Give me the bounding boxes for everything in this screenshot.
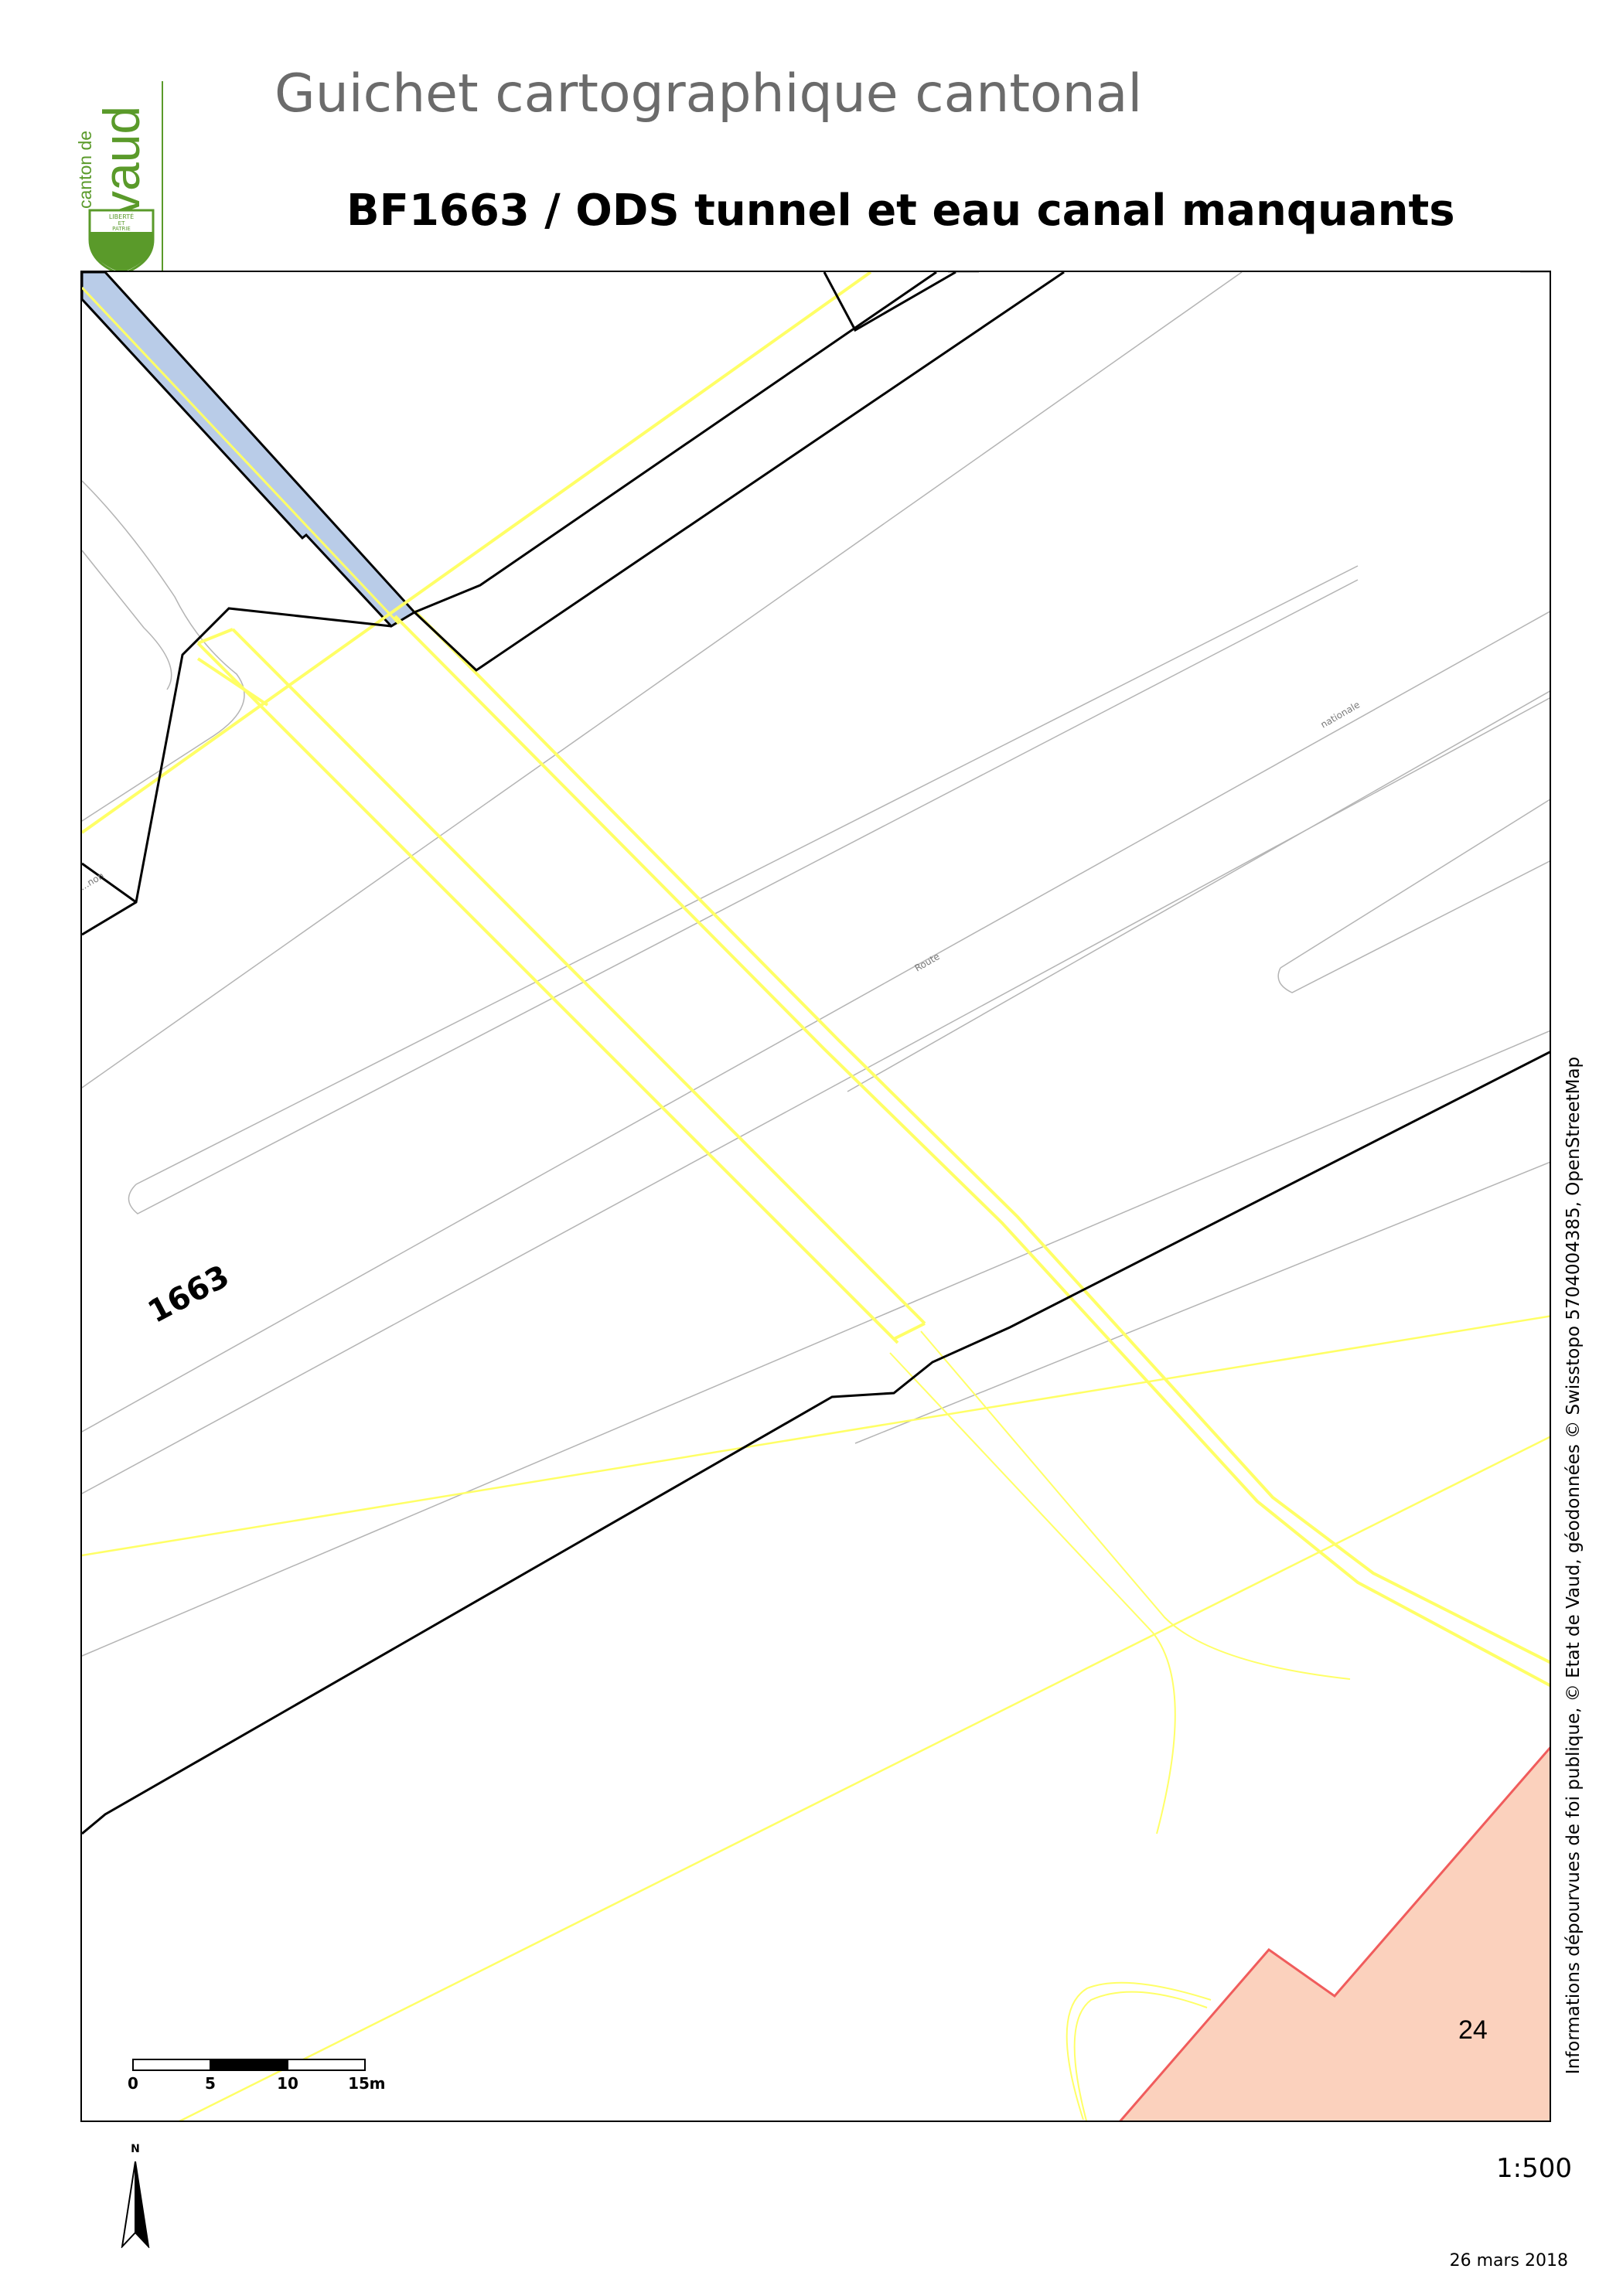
road-lines xyxy=(82,272,1550,1657)
logo-text-vaud: vaud xyxy=(93,106,150,216)
parcel-number-label: 1663 xyxy=(142,1259,235,1330)
map-canvas[interactable]: 1663 24 Route nationale ...non 0 5 10 15… xyxy=(82,272,1551,2122)
scale-tick-5: 5 xyxy=(205,2074,216,2093)
scale-tick-10: 10 xyxy=(277,2074,298,2093)
water-canal xyxy=(82,272,417,628)
parcel-boundaries xyxy=(82,272,1550,1835)
utility-lines-thin xyxy=(889,1330,1351,2121)
shield-text-2: ET xyxy=(118,220,125,227)
scale-unit: m xyxy=(370,2074,386,2093)
utility-lines xyxy=(82,272,1550,2121)
north-label: N xyxy=(131,2143,140,2155)
header-divider xyxy=(162,81,163,271)
canton-vaud-logo: canton de vaud LIBERTÉ ET PATRIE xyxy=(77,106,155,274)
building-number-label: 24 xyxy=(1458,2015,1488,2045)
road-label-nationale: nationale xyxy=(1319,699,1362,730)
scale-tick-15: 15 xyxy=(348,2074,370,2093)
scale-ratio: 1:500 xyxy=(1496,2153,1572,2184)
scale-tick-0: 0 xyxy=(128,2074,138,2093)
north-arrow-icon: N xyxy=(121,2143,150,2248)
shield-text-3: PATRIE xyxy=(112,226,131,232)
print-date: 26 mars 2018 xyxy=(1449,2251,1568,2270)
shield-text-1: LIBERTÉ xyxy=(109,212,134,220)
app-title: Guichet cartographique cantonal xyxy=(274,63,1143,124)
road-label-route: Route xyxy=(913,951,942,974)
map-frame[interactable]: 1663 24 Route nationale ...non 0 5 10 15… xyxy=(80,271,1551,2122)
map-title: BF1663 / ODS tunnel et eau canal manquan… xyxy=(346,186,1455,236)
scale-bar: 0 5 10 15 m xyxy=(128,2059,385,2093)
edge-road-label: ...non xyxy=(82,870,106,892)
building-parcel xyxy=(1119,1746,1550,2121)
attribution-text: Informations dépourvues de foi publique,… xyxy=(1563,1056,1584,2075)
vaud-shield-icon: LIBERTÉ ET PATRIE xyxy=(88,209,155,274)
logo-text-canton: canton de xyxy=(77,131,95,209)
